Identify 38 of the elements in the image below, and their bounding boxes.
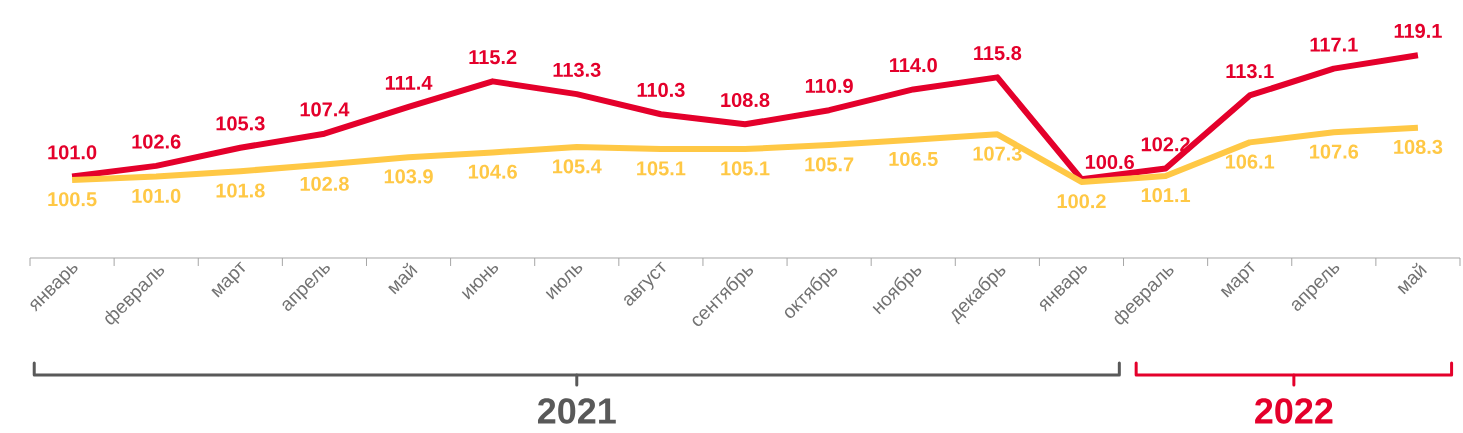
data-label: 108.8 xyxy=(721,92,770,108)
data-label: 119.1 xyxy=(1394,23,1442,39)
data-label: 107.3 xyxy=(973,146,1022,161)
data-label: 104.6 xyxy=(468,164,517,179)
data-label: 102.8 xyxy=(300,176,349,191)
data-label: 105.4 xyxy=(553,159,602,174)
data-label: 101.8 xyxy=(216,183,265,198)
data-label: 101.0 xyxy=(48,145,97,160)
data-label: 107.4 xyxy=(300,102,350,117)
data-label: 100.5 xyxy=(48,192,97,207)
data-label: 105.1 xyxy=(721,161,770,176)
data-label: 102.6 xyxy=(132,134,181,149)
data-label: 105.7 xyxy=(805,157,854,172)
data-label: 113.1 xyxy=(1226,64,1274,79)
data-label: 117.1 xyxy=(1310,37,1358,52)
data-label: 103.9 xyxy=(384,169,433,184)
data-label: 105.1 xyxy=(637,161,686,176)
data-label: 113.3 xyxy=(553,62,601,77)
data-label: 111.4 xyxy=(385,75,433,90)
data-label: 106.1 xyxy=(1225,154,1275,169)
data-label: 114.0 xyxy=(890,58,937,73)
data-label: 105.3 xyxy=(216,116,265,131)
x-tick-label: май xyxy=(388,262,418,295)
data-label: 110.3 xyxy=(637,82,685,98)
data-label: 100.6 xyxy=(1085,154,1134,170)
text: 2021 xyxy=(537,398,616,424)
data-label: 101.0 xyxy=(132,188,181,203)
data-label: 101.1 xyxy=(1141,188,1191,203)
data-label: 106.5 xyxy=(889,151,938,167)
data-label: 102.2 xyxy=(1141,137,1190,152)
data-label: 110.9 xyxy=(805,78,853,93)
data-label: 107.6 xyxy=(1310,144,1359,159)
data-label: 115.2 xyxy=(469,50,517,65)
data-label: 100.2 xyxy=(1057,194,1106,209)
data-label: 115.8 xyxy=(974,45,1022,61)
x-tick-label: май xyxy=(1397,262,1427,295)
data-label: 108.3 xyxy=(1394,139,1443,155)
text: 2022 xyxy=(1255,398,1333,424)
